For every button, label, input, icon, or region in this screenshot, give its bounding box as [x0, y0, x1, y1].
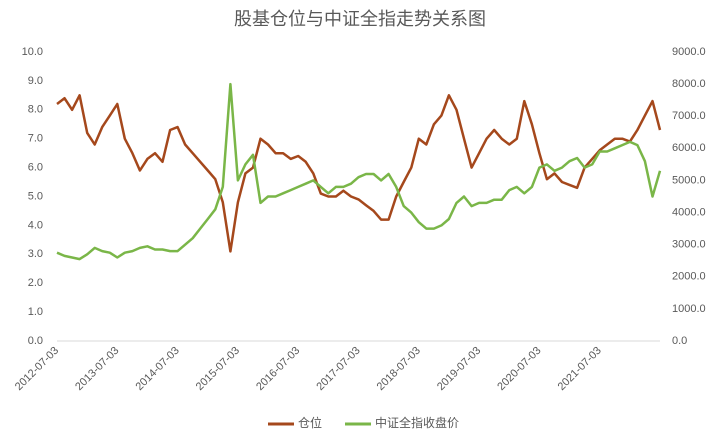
series-line	[56, 94, 662, 253]
x-tick-label: 2016-07-03	[254, 345, 302, 393]
x-tick-label: 2017-07-03	[314, 345, 362, 393]
x-tick-label: 2012-07-03	[13, 345, 61, 393]
y-tick-label: 7.0	[28, 133, 43, 145]
y-tick-label: 9.0	[28, 75, 43, 87]
x-tick-label: 2020-07-03	[495, 345, 543, 393]
x-tick-label: 2019-07-03	[435, 345, 483, 393]
legend-label: 仓位	[298, 415, 322, 430]
legend-label: 中证全指收盘价	[375, 415, 459, 430]
y2-tick-label: 9000.0	[672, 46, 706, 58]
y2-tick-label: 2000.0	[672, 271, 706, 283]
y-tick-label: 6.0	[28, 162, 43, 174]
y2-tick-label: 8000.0	[672, 78, 706, 90]
x-tick-label: 2014-07-03	[133, 345, 181, 393]
y-tick-label: 8.0	[28, 104, 43, 116]
y-tick-label: 1.0	[28, 306, 43, 318]
y2-tick-label: 3000.0	[672, 239, 706, 251]
x-tick-label: 2018-07-03	[375, 345, 423, 393]
y2-tick-label: 6000.0	[672, 142, 706, 154]
y2-tick-label: 4000.0	[672, 206, 706, 218]
series-line	[56, 82, 662, 261]
x-tick-label: 2021-07-03	[556, 345, 604, 393]
y2-tick-label: 5000.0	[672, 174, 706, 186]
y-tick-label: 3.0	[28, 248, 43, 260]
y2-tick-label: 0.0	[672, 335, 687, 347]
chart-title: 股基仓位与中证全指走势关系图	[234, 9, 486, 29]
y-tick-label: 2.0	[28, 277, 43, 289]
y2-tick-label: 1000.0	[672, 303, 706, 315]
y-tick-label: 4.0	[28, 219, 43, 231]
y-tick-label: 5.0	[28, 190, 43, 202]
y-tick-label: 10.0	[22, 46, 43, 58]
y-tick-label: 0.0	[28, 335, 43, 347]
x-tick-label: 2013-07-03	[73, 345, 121, 393]
x-tick-label: 2015-07-03	[194, 345, 242, 393]
y2-tick-label: 7000.0	[672, 110, 706, 122]
